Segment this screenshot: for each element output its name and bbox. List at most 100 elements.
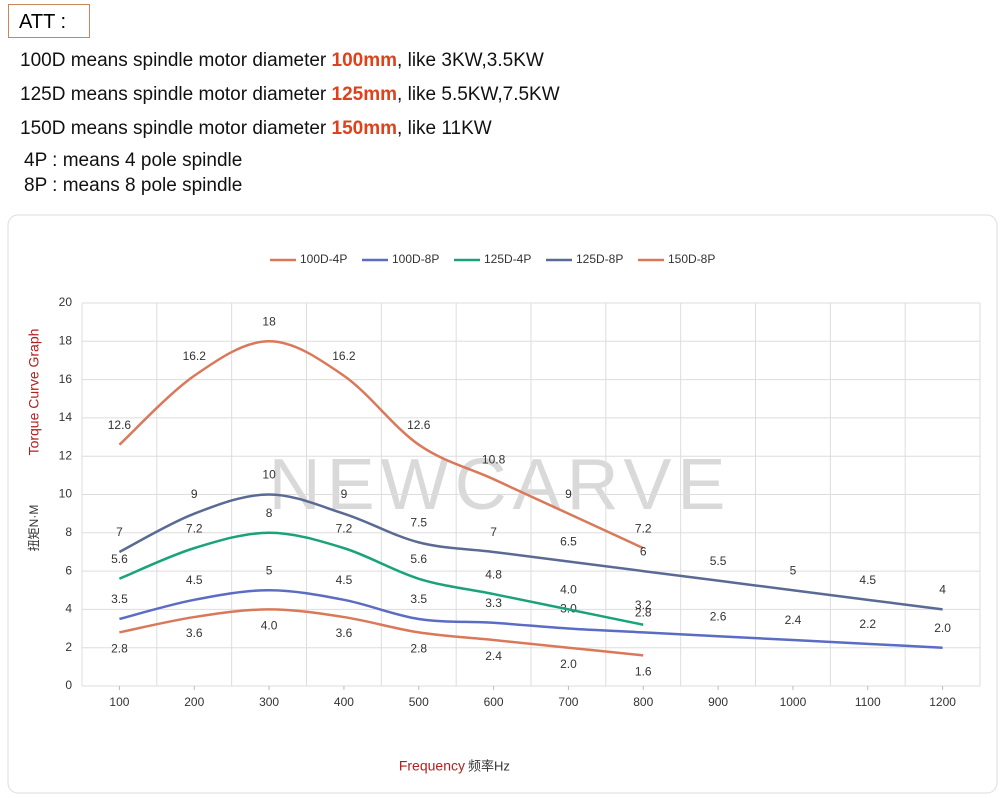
x-axis-label: Frequency — [399, 758, 465, 774]
y-tick-label: 18 — [59, 333, 73, 347]
data-label: 10.8 — [482, 452, 506, 466]
data-label: 3.5 — [410, 592, 427, 606]
data-label: 8 — [266, 506, 273, 520]
note: , like 11KW — [397, 118, 492, 139]
text: 100D means spindle motor diameter — [20, 50, 327, 71]
data-label: 18 — [262, 314, 276, 328]
y-tick-label: 20 — [59, 295, 73, 309]
size: 125mm — [331, 84, 398, 105]
series-line — [119, 588, 943, 649]
y-axis-label: Torque Curve Graph — [26, 329, 42, 456]
y-tick-label: 2 — [65, 640, 72, 654]
legend-label: 125D-4P — [484, 252, 531, 266]
y-tick-label: 6 — [65, 563, 72, 577]
x-tick-label: 700 — [558, 695, 578, 709]
data-label: 2.4 — [485, 649, 502, 663]
y-tick-label: 14 — [59, 410, 73, 424]
data-label: 4.0 — [560, 583, 577, 597]
data-label: 5.6 — [410, 552, 427, 566]
legend-label: 125D-8P — [576, 252, 623, 266]
note-line: 100D means spindle motor diameter 100mm,… — [20, 50, 544, 72]
y-tick-label: 0 — [65, 678, 72, 692]
data-label: 5.5 — [710, 554, 727, 568]
x-tick-label: 900 — [708, 695, 728, 709]
data-label: 3.6 — [336, 626, 353, 640]
data-label: 3.6 — [186, 626, 203, 640]
series-line — [119, 608, 644, 657]
x-axis-unit: 频率Hz — [468, 758, 510, 773]
data-label: 2.0 — [934, 621, 951, 635]
data-label: 12.6 — [108, 418, 132, 432]
data-label: 2.4 — [785, 613, 802, 627]
data-label: 16.2 — [183, 349, 207, 363]
y-tick-label: 4 — [65, 602, 72, 616]
note: , like 3KW,3.5KW — [397, 50, 544, 71]
x-tick-label: 500 — [409, 695, 429, 709]
data-label: 3.2 — [635, 598, 652, 612]
y-tick-label: 10 — [59, 487, 73, 501]
note: , like 5.5KW,7.5KW — [397, 84, 560, 105]
data-label: 2.8 — [111, 642, 128, 656]
data-label: 4.5 — [186, 573, 203, 587]
data-label: 5 — [790, 563, 797, 577]
data-label: 9 — [565, 487, 572, 501]
data-label: 1.6 — [635, 665, 652, 679]
data-label: 9 — [341, 487, 348, 501]
x-tick-label: 800 — [633, 695, 653, 709]
data-label: 16.2 — [332, 349, 356, 363]
x-tick-label: 200 — [184, 695, 204, 709]
x-tick-label: 600 — [484, 695, 504, 709]
series-line — [118, 493, 943, 611]
legend-label: 150D-8P — [668, 252, 715, 266]
data-label: 7 — [116, 525, 123, 539]
data-label: 2.6 — [710, 609, 727, 623]
data-label: 4.5 — [336, 573, 353, 587]
data-label: 7.2 — [186, 521, 203, 535]
data-label: 2.2 — [859, 617, 876, 631]
data-label: 6 — [640, 544, 647, 558]
data-label: 4 — [939, 583, 946, 597]
att-title: ATT : — [8, 4, 90, 38]
x-tick-label: 300 — [259, 695, 279, 709]
data-label: 2.8 — [410, 642, 427, 656]
x-tick-label: 1000 — [780, 695, 807, 709]
size: 100mm — [331, 50, 398, 71]
data-label: 10 — [262, 468, 276, 482]
legend-label: 100D-8P — [392, 252, 439, 266]
data-label: 2.8 — [635, 606, 652, 620]
data-label: 5 — [266, 563, 273, 577]
data-label: 7.2 — [635, 521, 652, 535]
text: 150D means spindle motor diameter — [20, 118, 327, 139]
data-label: 7.2 — [336, 521, 353, 535]
data-label: 3.5 — [111, 592, 128, 606]
data-label: 12.6 — [407, 418, 431, 432]
data-label: 5.6 — [111, 552, 128, 566]
x-tick-label: 400 — [334, 695, 354, 709]
x-tick-label: 1100 — [855, 695, 881, 709]
x-tick-label: 1200 — [929, 695, 956, 709]
y-tick-label: 16 — [59, 372, 73, 386]
y-tick-label: 8 — [65, 525, 72, 539]
data-label: 4.8 — [485, 567, 502, 581]
y-axis-unit: 扭矩N·M — [27, 505, 41, 552]
y-tick-label: 12 — [59, 448, 73, 462]
pole-line: 4P : means 4 pole spindle — [24, 150, 243, 171]
note-line: 150D means spindle motor diameter 150mm,… — [20, 118, 492, 140]
data-label: 9 — [191, 487, 198, 501]
size: 150mm — [331, 118, 398, 139]
data-label: 7 — [490, 525, 497, 539]
data-label: 2.0 — [560, 657, 577, 671]
data-label: 3.3 — [485, 596, 502, 610]
note-line: 125D means spindle motor diameter 125mm,… — [20, 84, 560, 106]
data-label: 6.5 — [560, 535, 577, 549]
text: 125D means spindle motor diameter — [20, 84, 327, 105]
series-line — [118, 340, 644, 550]
chart-frame — [7, 214, 998, 794]
series-line — [118, 531, 644, 626]
pole-line: 8P : means 8 pole spindle — [24, 175, 243, 196]
x-tick-label: 100 — [109, 695, 129, 709]
data-label: 7.5 — [410, 516, 427, 530]
watermark: NEWCARVE — [269, 445, 732, 525]
